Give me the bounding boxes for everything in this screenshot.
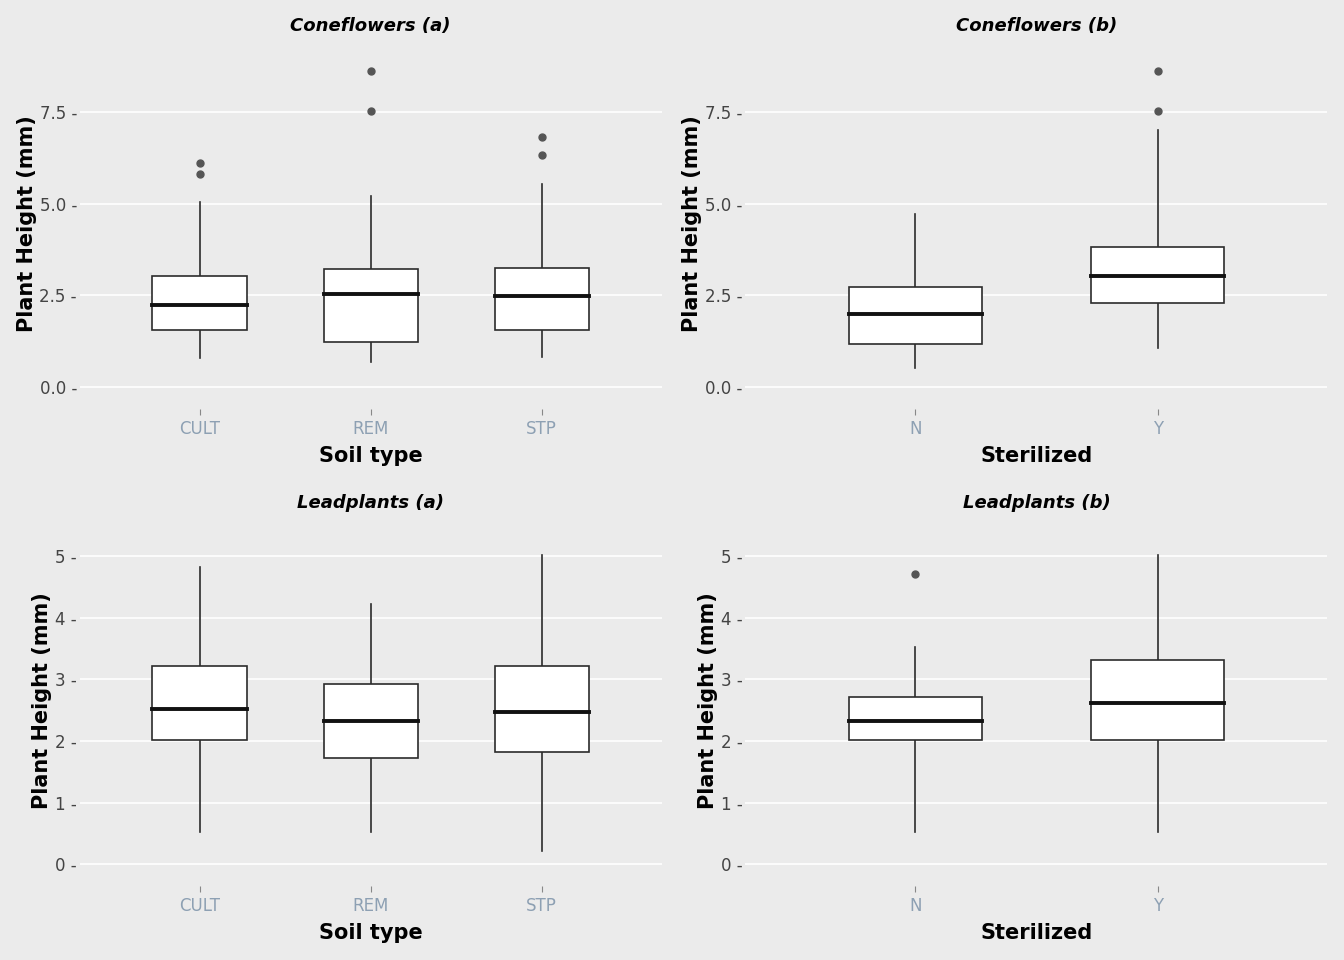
Bar	[324, 269, 418, 342]
Bar	[324, 684, 418, 758]
X-axis label: Sterilized: Sterilized	[980, 924, 1093, 944]
Bar	[1091, 660, 1224, 740]
Bar	[1091, 247, 1224, 303]
X-axis label: Soil type: Soil type	[319, 446, 422, 467]
X-axis label: Sterilized: Sterilized	[980, 446, 1093, 467]
Y-axis label: Plant Height (mm): Plant Height (mm)	[683, 115, 703, 332]
Bar	[152, 666, 246, 740]
Y-axis label: Plant Height (mm): Plant Height (mm)	[698, 592, 718, 809]
Bar	[495, 666, 589, 753]
X-axis label: Soil type: Soil type	[319, 924, 422, 944]
Title: Coneflowers (b): Coneflowers (b)	[956, 16, 1117, 35]
Title: Leadplants (a): Leadplants (a)	[297, 493, 444, 512]
Bar	[848, 697, 982, 740]
Y-axis label: Plant Height (mm): Plant Height (mm)	[16, 115, 36, 332]
Title: Leadplants (b): Leadplants (b)	[962, 493, 1110, 512]
Bar	[152, 276, 246, 330]
Title: Coneflowers (a): Coneflowers (a)	[290, 16, 450, 35]
Y-axis label: Plant Height (mm): Plant Height (mm)	[32, 592, 52, 809]
Bar	[495, 268, 589, 330]
Bar	[848, 287, 982, 344]
